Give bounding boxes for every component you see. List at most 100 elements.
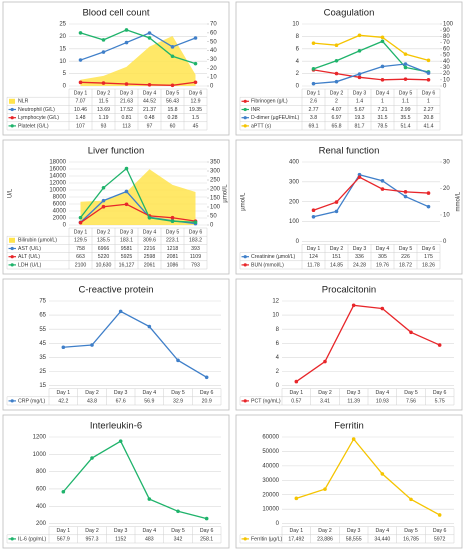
y2-tick-label: 50 xyxy=(210,214,217,220)
point xyxy=(311,41,316,45)
legend-label: Creatinine (µmol/L) xyxy=(251,254,295,260)
x-tick-label: Day 2 xyxy=(97,90,111,96)
point xyxy=(357,33,362,38)
y-tick-label: 30000 xyxy=(262,478,279,484)
point xyxy=(311,81,316,86)
table-value: 58,555 xyxy=(346,536,362,542)
y-tick-label: 400 xyxy=(289,160,300,166)
y-tick-label: 65 xyxy=(39,313,46,319)
point xyxy=(380,64,385,69)
y-tick-label: 10000 xyxy=(262,507,279,513)
chart-title: Liver function xyxy=(88,146,145,157)
y2-tick-label: 0 xyxy=(443,239,447,245)
line xyxy=(63,310,207,378)
y2-tick-label: 40 xyxy=(210,48,217,54)
table-value: 20.8 xyxy=(423,115,433,121)
x-tick-label: Day 5 xyxy=(404,390,418,396)
legend-dot xyxy=(10,399,14,403)
point xyxy=(426,204,431,209)
point xyxy=(311,208,316,213)
point xyxy=(78,58,83,62)
table-value: 1 xyxy=(427,99,430,105)
point xyxy=(118,309,123,314)
table-value: 5.75 xyxy=(435,398,445,404)
y-tick-label: 200 xyxy=(289,199,300,205)
legend-label: D-dimer (µgFEU/mL) xyxy=(251,115,300,121)
table-value: 2 xyxy=(335,99,338,105)
table-value: 0.48 xyxy=(144,115,154,121)
y-tick-label: 5 xyxy=(63,71,67,77)
table-value: 10,630 xyxy=(96,262,112,268)
x-tick-label: Day 5 xyxy=(399,246,413,252)
point xyxy=(101,50,106,54)
point xyxy=(357,175,362,179)
table-value: 4.07 xyxy=(331,107,341,113)
line xyxy=(79,167,196,223)
point xyxy=(147,324,152,329)
x-tick-label: Day 1 xyxy=(290,528,304,534)
legend-label: Platelet (G/L) xyxy=(18,123,49,129)
x-tick-label: Day 1 xyxy=(74,90,88,96)
table-value: 78.5 xyxy=(377,123,387,129)
table-value: 5972 xyxy=(434,536,446,542)
point xyxy=(403,190,408,194)
point xyxy=(357,75,362,80)
y-tick-label: 18000 xyxy=(49,160,66,166)
table-value: 11.78 xyxy=(307,262,320,268)
point xyxy=(61,345,66,350)
table-value: 305 xyxy=(378,254,387,260)
table-value: 10.93 xyxy=(376,398,389,404)
x-tick-label: Day 3 xyxy=(353,246,367,252)
legend-dot xyxy=(10,107,14,112)
point xyxy=(193,80,198,85)
y-tick-label: 55 xyxy=(39,327,46,333)
point xyxy=(101,204,106,209)
y2-tick-label: 0 xyxy=(443,84,447,90)
y2-tick-label: 60 xyxy=(443,46,450,52)
legend-label: aPTT (s) xyxy=(251,123,271,129)
y-tick-label: 35 xyxy=(39,355,46,361)
table-value: 1.5 xyxy=(192,115,199,121)
table-value: 31.5 xyxy=(377,115,387,121)
point xyxy=(334,71,339,76)
x-tick-label: Day 6 xyxy=(422,90,436,96)
y2-tick-label: 10 xyxy=(443,213,450,219)
point xyxy=(147,36,152,40)
y-tick-label: 6 xyxy=(296,46,300,52)
point xyxy=(426,191,431,195)
point xyxy=(311,67,316,71)
y-tick-label: 60000 xyxy=(262,435,279,441)
legend-dot xyxy=(243,537,247,541)
table-value: 129.5 xyxy=(74,238,87,244)
table-value: 18.26 xyxy=(422,262,435,268)
y2-tick-label: 150 xyxy=(210,196,221,202)
table-value: 1.4 xyxy=(356,99,363,105)
table-value: 34,440 xyxy=(374,536,390,542)
x-tick-label: Day 1 xyxy=(290,390,304,396)
y-tick-label: 300 xyxy=(289,179,300,185)
y2-tick-label: 50 xyxy=(443,53,450,59)
y-tick-label: 1000 xyxy=(33,452,47,458)
table-value: 393 xyxy=(191,246,200,252)
x-tick-label: Day 6 xyxy=(189,90,203,96)
x-tick-label: Day 1 xyxy=(307,90,321,96)
point xyxy=(170,54,175,59)
legend-label: Fibrinogen (g/L) xyxy=(251,99,288,105)
x-tick-label: Day 5 xyxy=(404,528,418,534)
table-value: 56.43 xyxy=(166,99,179,105)
point xyxy=(124,28,129,32)
point xyxy=(334,79,339,84)
panel xyxy=(235,139,463,275)
y-tick-label: 6000 xyxy=(53,202,67,208)
y-tick-label: 20 xyxy=(59,34,66,40)
chart-title: Procalcitonin xyxy=(322,285,376,296)
point xyxy=(147,497,152,501)
table-value: 9581 xyxy=(121,246,133,252)
point xyxy=(176,509,180,514)
legend-dot xyxy=(10,124,14,128)
table-value: 3.8 xyxy=(310,115,317,121)
table-value: 14.85 xyxy=(330,262,343,268)
y-tick-label: 4000 xyxy=(53,209,67,215)
y-tick-label: 0 xyxy=(276,521,280,527)
y-tick-label: 0 xyxy=(63,84,67,90)
